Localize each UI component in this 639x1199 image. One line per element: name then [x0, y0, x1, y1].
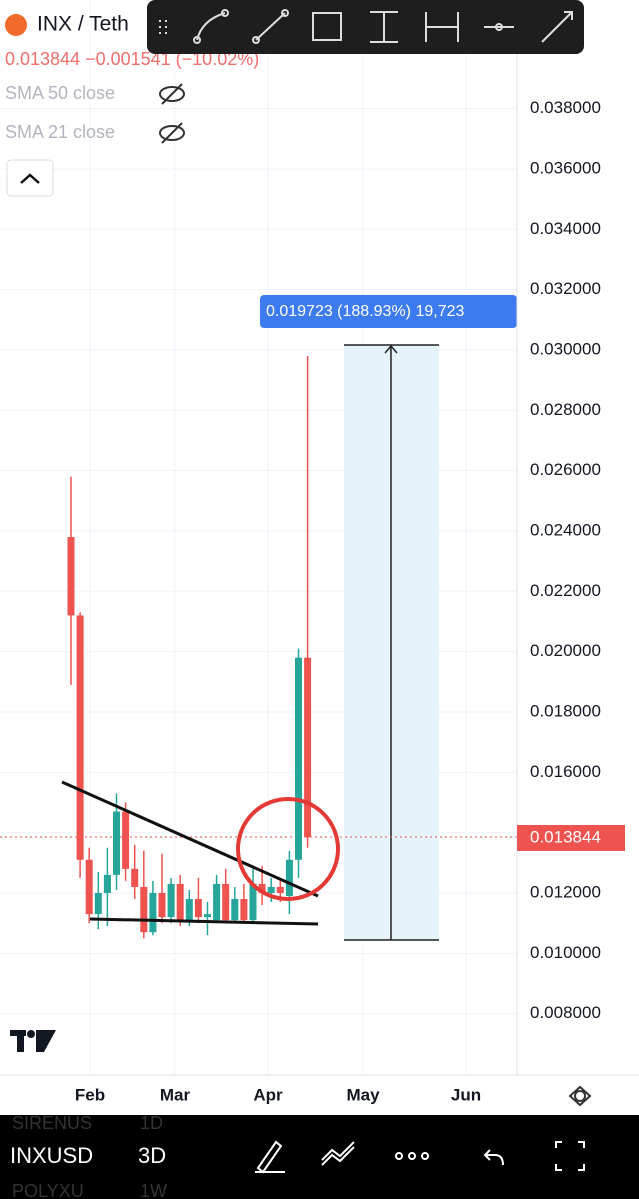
candle-body: [185, 899, 193, 921]
candle-body: [113, 811, 120, 875]
candle-body: [176, 883, 184, 921]
y-tick-label: 0.022000: [530, 581, 601, 600]
candle-body: [149, 892, 157, 933]
measure-arrowhead: [384, 344, 398, 354]
symbol[interactable]: INX / Teth: [37, 13, 129, 36]
candle-body: [285, 859, 293, 897]
symbol-logo: [5, 14, 27, 36]
symbol-selector[interactable]: INXUSD: [10, 1143, 93, 1168]
y-tick-label: 0.036000: [530, 158, 601, 177]
y-tick-label: 0.018000: [530, 701, 601, 720]
y-tick-label: 0.028000: [530, 400, 601, 419]
candle-body: [276, 886, 284, 893]
y-tick-label: 0.012000: [530, 882, 601, 901]
hide-icons[interactable]: [159, 83, 185, 144]
y-tick-label: 0.026000: [530, 460, 601, 479]
measure-label: 0.019723 (188.93%) 19,723: [266, 303, 464, 320]
trendline-lower[interactable]: [89, 917, 319, 926]
measure-label-box: [260, 295, 517, 328]
y-tick-label: 0.008000: [530, 1003, 601, 1022]
chevron: [20, 173, 40, 184]
last-price-box: [517, 825, 625, 851]
y-tick-label: 0.034000: [530, 219, 601, 238]
candle-body: [131, 868, 139, 887]
x-tick-label: Feb: [75, 1085, 105, 1104]
y-tick-label: 0.030000: [530, 339, 601, 358]
y-tick-label: 0.032000: [530, 279, 601, 298]
x-tick-label: Mar: [160, 1085, 191, 1104]
candle-body: [267, 886, 275, 893]
x-tick-label: May: [346, 1085, 380, 1104]
last-price-label: 0.013844: [530, 827, 601, 846]
candle-body: [158, 892, 166, 918]
candle-body: [103, 874, 111, 893]
candle-body: [122, 811, 130, 869]
candle-body: [167, 883, 175, 918]
highlight-circle: [236, 797, 340, 901]
interval-selector[interactable]: 3D: [138, 1143, 166, 1168]
candle-body: [304, 657, 312, 838]
interval-above[interactable]: 1D: [140, 1113, 163, 1133]
candle-body: [67, 537, 75, 616]
candle-body: [76, 615, 84, 860]
candle-body: [240, 899, 248, 921]
y-tick-label: 0.010000: [530, 943, 601, 962]
candle-body: [295, 657, 302, 860]
trendline-upper[interactable]: [61, 780, 319, 898]
candle-body: [140, 886, 148, 933]
bottom-bar: [0, 1115, 639, 1199]
candle-body: [213, 883, 221, 921]
y-tick-label: 0.024000: [530, 520, 601, 539]
y-tick-label: 0.020000: [530, 641, 601, 660]
indicator[interactable]: SMA 50 close: [5, 83, 115, 103]
candle-body: [85, 859, 93, 915]
candle-body: [204, 914, 211, 918]
toolbar-icons[interactable]: [159, 9, 573, 44]
indicator[interactable]: SMA 21 close: [5, 122, 115, 142]
candle-body: [231, 899, 239, 921]
candle-body: [94, 892, 102, 915]
x-tick-label: Apr: [253, 1085, 283, 1104]
price-axis: [517, 0, 639, 1075]
candle-body: [249, 883, 257, 921]
candle-body: [222, 883, 230, 921]
candle-body: [258, 883, 266, 893]
symbol-below[interactable]: POLYXU: [12, 1181, 84, 1199]
y-tick-label: 0.016000: [530, 762, 601, 781]
collapse-button[interactable]: [6, 159, 54, 197]
symbol-above[interactable]: SIRENUS: [12, 1113, 92, 1133]
bottom-icons[interactable]: [255, 1140, 585, 1174]
interval-below[interactable]: 1W: [140, 1181, 167, 1199]
settings-icon[interactable]: [568, 1085, 592, 1107]
y-tick-label: 0.038000: [530, 98, 601, 117]
candle-body: [194, 899, 202, 918]
x-tick-label: Jun: [451, 1085, 481, 1104]
drawing-toolbar: [147, 0, 584, 54]
tv-logo: [10, 1030, 56, 1052]
